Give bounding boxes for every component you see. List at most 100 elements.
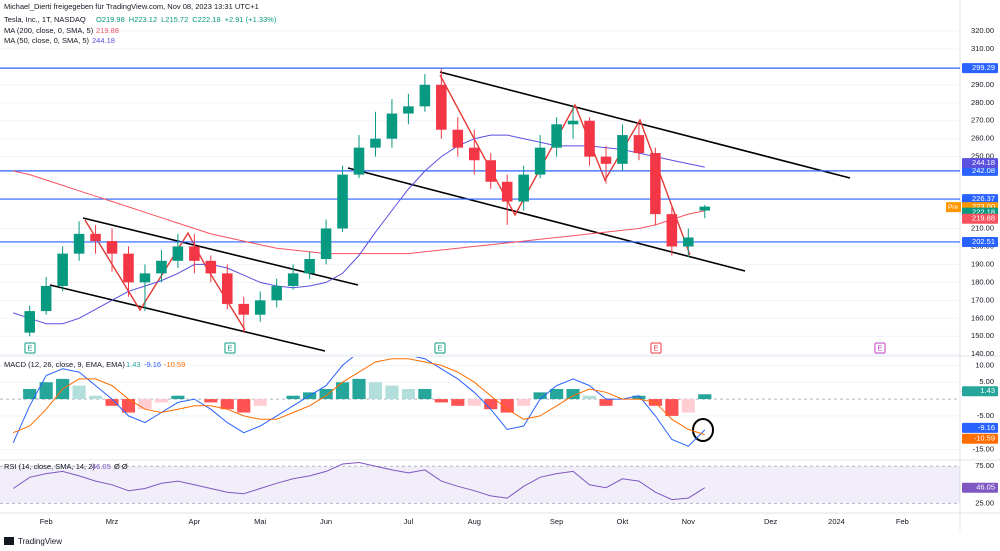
candle-body (139, 273, 151, 283)
rsi-band (0, 466, 960, 504)
candle-body (156, 260, 167, 274)
legend-suffix: Ø Ø (114, 462, 128, 471)
y-tick-label: 140.00 (971, 349, 994, 358)
candle-body (205, 260, 217, 274)
x-tick-label: Mrz (106, 517, 119, 526)
y-tick-label: 280.00 (971, 98, 994, 107)
x-tick-label: 2024 (828, 517, 845, 526)
candle-body (518, 174, 529, 202)
y-tick-label: -5.00 (977, 411, 994, 420)
price-badge-label: 226.37 (972, 194, 995, 203)
histogram-bar (204, 399, 218, 403)
histogram-bar (467, 399, 481, 406)
y-tick-label: 10.00 (975, 360, 994, 369)
candle-body (551, 124, 562, 148)
histogram-bar (253, 399, 267, 406)
price-badge (962, 63, 998, 74)
candle-body (666, 214, 678, 247)
candle-body (123, 253, 134, 283)
histogram-bar (698, 394, 712, 400)
ohlc-value: L215.72 (161, 15, 188, 24)
event-flag (874, 342, 886, 354)
legend-value: 244.18 (92, 36, 115, 45)
candle-body (353, 147, 365, 175)
event-flag (434, 342, 446, 354)
ohlc-value: C222.18 (192, 15, 220, 24)
candle-body (584, 120, 595, 157)
ohlc-value: +2.91 (+1.33%) (225, 15, 277, 24)
candle-body (650, 153, 661, 215)
candle-body (40, 285, 52, 312)
line (12, 461, 706, 501)
event-flag (24, 342, 36, 354)
candle-body (468, 147, 480, 161)
y-tick-label: 150.00 (971, 331, 994, 340)
x-tick-label: Dez (764, 517, 778, 526)
histogram-bar (154, 399, 169, 403)
annotation-circle (692, 418, 714, 442)
legend-value: -10.59 (164, 360, 185, 369)
price-badge-label: 299.29 (972, 63, 995, 72)
price-badge (962, 158, 998, 169)
histogram-bar (533, 392, 547, 400)
y-tick-label: 25.00 (975, 498, 994, 507)
histogram-bar (665, 399, 679, 416)
event-flag-label: E (437, 343, 442, 352)
histogram-bar (401, 388, 415, 400)
price-badge-label: 202.51 (972, 237, 995, 246)
y-tick-label: 160.00 (971, 313, 994, 322)
y-tick-label: 310.00 (971, 44, 994, 53)
histogram-bar (517, 399, 531, 406)
price-badge-label: 219.88 (972, 214, 995, 223)
price-badge-label: -9.16 (978, 423, 995, 432)
candle-body (436, 84, 447, 130)
y-tick-label: 180.00 (971, 277, 994, 286)
histogram-bar (582, 395, 597, 400)
event-flag (224, 342, 236, 354)
y-tick-label: 210.00 (971, 223, 994, 232)
histogram-bar (121, 399, 136, 413)
y-tick-label: 260.00 (971, 134, 994, 143)
candle-body (106, 241, 118, 254)
price-badge (962, 433, 998, 444)
trend-line (82, 217, 359, 286)
candle-body (320, 228, 332, 260)
event-flag-label: E (653, 343, 658, 352)
macd-title: MACD (12, 26, close, 9, EMA, EMA) (4, 360, 125, 369)
y-tick-label: 5.00 (979, 377, 994, 386)
histogram-bar (484, 399, 498, 410)
histogram-bar (319, 388, 333, 400)
price-badge (962, 213, 998, 224)
price-badge-label: 46.05 (976, 483, 995, 492)
price-badge-label: -10.59 (974, 434, 995, 443)
histogram-bar (550, 388, 564, 400)
wave-line (84, 219, 246, 331)
legend-value: 219.88 (96, 26, 119, 35)
trend-line (49, 284, 326, 352)
candle-body (90, 233, 101, 242)
x-tick-label: Sep (550, 517, 563, 526)
legend-entry: MA (50, close, 0, SMA, 5) (4, 36, 90, 45)
price-badge-label: 223.00 (972, 202, 995, 211)
x-tick-label: Feb (896, 517, 909, 526)
event-flag (650, 342, 662, 354)
histogram-bar (681, 399, 695, 413)
candle-body (222, 273, 233, 304)
x-tick-label: Jun (320, 517, 332, 526)
x-tick-label: Jul (404, 517, 414, 526)
histogram-bar (237, 399, 251, 413)
histogram-bar (88, 395, 103, 400)
candle-body (419, 84, 431, 107)
y-tick-label: 75.00 (975, 461, 994, 470)
histogram-bar (72, 385, 86, 400)
y-tick-label: 190.00 (971, 259, 994, 268)
price-badge (962, 482, 998, 493)
y-tick-label: 290.00 (971, 80, 994, 89)
candle-body (254, 300, 266, 315)
candle-body (370, 138, 381, 148)
histogram-bar (368, 382, 383, 400)
candle-body (699, 206, 711, 211)
rsi-title: RSI (14, close, SMA, 14, 2) (4, 462, 95, 471)
symbol-title: Tesla, Inc., 1T, NASDAQ (4, 15, 86, 24)
